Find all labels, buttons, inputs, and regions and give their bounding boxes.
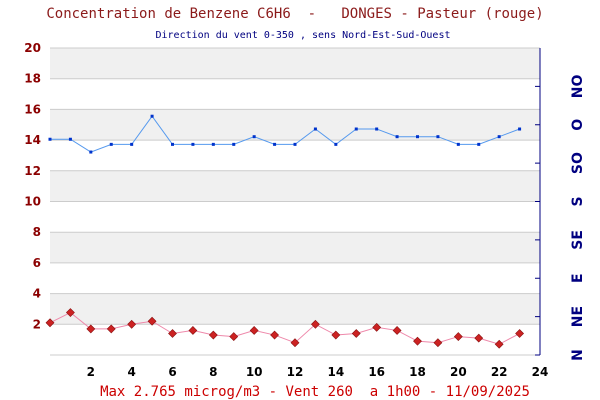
benzene-point xyxy=(392,326,402,335)
benzene-point xyxy=(433,338,443,348)
chart-subtitle: Direction du vent 0-350 , sens Nord-Est-… xyxy=(155,30,450,41)
x-tick-label: 22 xyxy=(491,365,508,379)
y-tick-label: 2 xyxy=(33,317,41,331)
wind-direction-point xyxy=(171,142,174,146)
wind-direction-point xyxy=(109,142,113,146)
wind-direction-point xyxy=(89,150,93,154)
benzene-point xyxy=(310,319,320,329)
background-bands xyxy=(50,48,540,325)
wind-direction-point xyxy=(293,142,297,146)
benzene-point xyxy=(372,322,382,332)
y-tick-label: 18 xyxy=(24,72,41,86)
wind-direction-point xyxy=(130,142,134,146)
y-tick-label: 6 xyxy=(33,256,41,270)
benzene-point xyxy=(351,329,361,338)
x-tick-label: 4 xyxy=(127,365,135,379)
background-band xyxy=(50,232,540,263)
y-tick-label: 8 xyxy=(33,225,41,239)
x-axis-labels: 2 4 6 8 10 12 14 16 18 20 22 24 xyxy=(87,365,549,379)
wind-direction-point xyxy=(477,142,481,146)
right-axis-ticks xyxy=(535,85,540,356)
wind-direction-point xyxy=(416,135,419,139)
wind-direction-label: E xyxy=(570,273,586,283)
wind-direction-point xyxy=(211,142,215,146)
wind-direction-label: O xyxy=(570,119,586,131)
wind-direction-point xyxy=(48,137,52,141)
x-tick-label: 2 xyxy=(87,365,95,379)
wind-direction-point xyxy=(68,137,72,141)
background-band xyxy=(50,48,540,79)
benzene-point xyxy=(168,329,177,338)
y-tick-label: 12 xyxy=(24,164,41,178)
wind-direction-point xyxy=(150,114,154,118)
benzene-point xyxy=(127,319,137,329)
wind-direction-label: SO xyxy=(570,152,586,174)
background-band xyxy=(50,170,540,202)
benzene-point xyxy=(494,339,504,349)
y-tick-label: 10 xyxy=(24,195,41,209)
background-band xyxy=(50,293,540,325)
x-tick-label: 14 xyxy=(327,365,344,379)
wind-direction-point xyxy=(497,135,501,139)
chart-footer: Max 2.765 microg/m3 - Vent 260 a 1h00 - … xyxy=(100,384,530,400)
x-tick-label: 24 xyxy=(532,365,549,379)
wind-direction-point xyxy=(375,127,379,131)
y-tick-label: 20 xyxy=(24,41,41,55)
benzene-point xyxy=(249,326,259,335)
wind-direction-point xyxy=(232,142,236,146)
benzene-point xyxy=(65,308,75,317)
x-tick-label: 10 xyxy=(246,365,263,379)
benzene-point xyxy=(270,330,280,340)
right-axis-labels: N NE E SE S SO O NO xyxy=(570,74,586,360)
wind-direction-label: S xyxy=(570,196,586,206)
y-tick-label: 4 xyxy=(33,287,41,301)
benzene-point xyxy=(331,330,341,340)
wind-direction-point xyxy=(395,135,399,139)
wind-direction-series xyxy=(48,114,522,154)
benzene-point xyxy=(474,333,484,343)
y-tick-label: 14 xyxy=(24,133,41,147)
wind-direction-label: NO xyxy=(570,74,586,98)
benzene-point xyxy=(413,336,422,346)
wind-direction-point xyxy=(191,142,195,146)
y-tick-label: 16 xyxy=(24,102,41,116)
wind-direction-point xyxy=(313,127,317,131)
x-tick-label: 20 xyxy=(450,365,467,379)
benzene-point xyxy=(453,332,463,342)
wind-direction-label: SE xyxy=(570,230,586,250)
wind-direction-point xyxy=(354,127,358,131)
y-axis-labels: 2 4 6 8 10 12 14 16 18 20 xyxy=(24,41,41,331)
wind-direction-point xyxy=(273,142,277,146)
wind-direction-point xyxy=(518,127,522,131)
chart-title: Concentration de Benzene C6H6 - DONGES -… xyxy=(46,6,543,22)
benzene-point xyxy=(45,318,55,328)
wind-direction-point xyxy=(456,142,460,146)
benzene-point xyxy=(106,324,116,334)
x-tick-label: 16 xyxy=(368,365,385,379)
wind-direction-label: NE xyxy=(570,306,586,327)
benzene-point xyxy=(229,332,239,342)
x-tick-label: 18 xyxy=(409,365,426,379)
background-band xyxy=(50,109,540,141)
x-tick-label: 12 xyxy=(287,365,304,379)
wind-direction-point xyxy=(436,135,440,139)
benzene-point xyxy=(188,326,198,335)
x-tick-label: 8 xyxy=(209,365,217,379)
wind-direction-line xyxy=(50,115,520,153)
benzene-point xyxy=(86,324,96,334)
benzene-point xyxy=(147,316,157,326)
wind-direction-point xyxy=(334,142,338,146)
x-tick-label: 6 xyxy=(168,365,176,379)
wind-direction-point xyxy=(252,135,256,139)
wind-direction-label: N xyxy=(570,349,586,361)
benzene-point xyxy=(515,329,525,338)
benzene-point xyxy=(208,330,218,340)
benzene-series xyxy=(45,308,525,349)
benzene-point xyxy=(290,338,300,348)
